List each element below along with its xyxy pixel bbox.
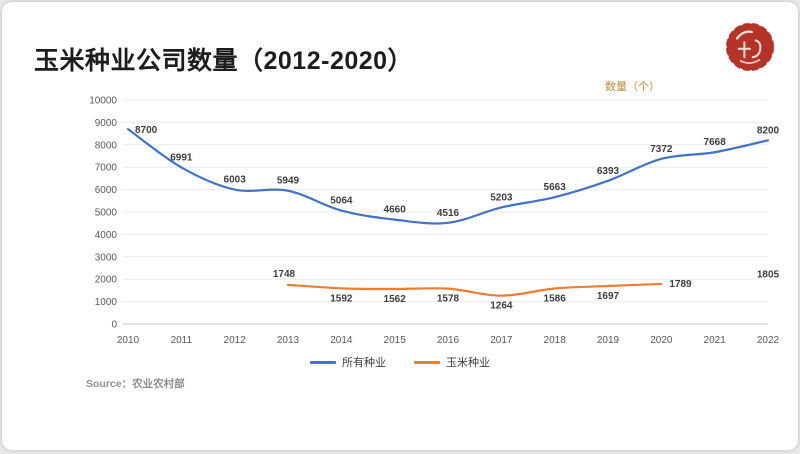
x-tick-label: 2017	[490, 335, 513, 346]
legend-swatch	[414, 360, 440, 364]
y-tick-label: 0	[111, 320, 117, 331]
x-tick-label: 2019	[597, 335, 620, 346]
y-tick-label: 7000	[95, 163, 118, 174]
data-label: 7372	[650, 144, 673, 155]
data-label: 5663	[544, 182, 567, 193]
chart-legend: 所有种业 玉米种业	[2, 354, 798, 370]
data-label: 7668	[704, 137, 727, 148]
data-label: 1592	[330, 293, 353, 304]
data-label: 8700	[135, 125, 158, 136]
x-tick-label: 2022	[757, 335, 780, 346]
legend-label: 所有种业	[342, 357, 386, 369]
data-label: 1789	[669, 279, 692, 290]
data-label: 8200	[757, 125, 780, 136]
x-tick-label: 2012	[224, 335, 247, 346]
series-line-0	[126, 128, 770, 225]
legend-swatch	[310, 360, 336, 364]
data-label: 5949	[277, 176, 300, 187]
data-label: 1562	[384, 294, 407, 305]
data-label: 1748	[273, 269, 296, 280]
legend-item-0: 所有种业	[310, 354, 386, 370]
page-title: 玉米种业公司数量（2012-2020）	[34, 46, 414, 75]
y-tick-label: 8000	[95, 140, 118, 151]
x-tick-label: 2011	[171, 335, 193, 346]
line-chart: 0 1000 2000 3000 4000 5000 6000 7000 8000 9000 100…	[78, 92, 792, 354]
x-tick-label: 2016	[437, 335, 460, 346]
y-tick-label: 10000	[89, 96, 117, 107]
chart-svg: 0 1000 2000 3000 4000 5000 6000 7000 8000 9000 100…	[89, 96, 780, 347]
x-tick-label: 2013	[277, 335, 300, 346]
data-label: 5064	[330, 196, 353, 207]
x-tick-label: 2014	[330, 335, 353, 346]
x-tick-label: 2020	[650, 335, 673, 346]
x-tick-label: 2015	[384, 335, 407, 346]
y-axis-unit-label: 数量（个）	[605, 81, 660, 93]
data-label: 1586	[544, 293, 567, 304]
data-label: 1264	[490, 301, 513, 312]
x-tick-label: 2010	[117, 335, 140, 346]
y-tick-label: 4000	[95, 230, 118, 241]
data-label: 6991	[170, 152, 193, 163]
y-tick-label: 5000	[95, 208, 118, 219]
data-label: 1578	[437, 294, 460, 305]
y-tick-label: 2000	[95, 275, 118, 286]
seal-icon	[725, 22, 775, 72]
y-tick-label: 9000	[95, 118, 118, 129]
data-label: 4516	[437, 208, 460, 219]
y-tick-label: 3000	[95, 252, 118, 263]
data-label: 5203	[490, 192, 513, 203]
data-label: 1805	[757, 270, 780, 281]
y-tick-label: 6000	[95, 185, 118, 196]
source-note: Source：农业农村部	[86, 378, 185, 390]
series-line-1	[286, 282, 663, 297]
y-tick-label: 1000	[95, 297, 118, 308]
x-tick-label: 2021	[704, 335, 727, 346]
brand-seal-logo	[722, 18, 778, 76]
data-label: 1697	[597, 291, 620, 302]
data-label: 4660	[384, 205, 407, 216]
legend-label: 玉米种业	[446, 357, 490, 369]
x-tick-label: 2018	[544, 335, 567, 346]
data-label: 6003	[224, 175, 247, 186]
data-label: 6393	[597, 166, 620, 177]
legend-item-1: 玉米种业	[414, 354, 490, 370]
